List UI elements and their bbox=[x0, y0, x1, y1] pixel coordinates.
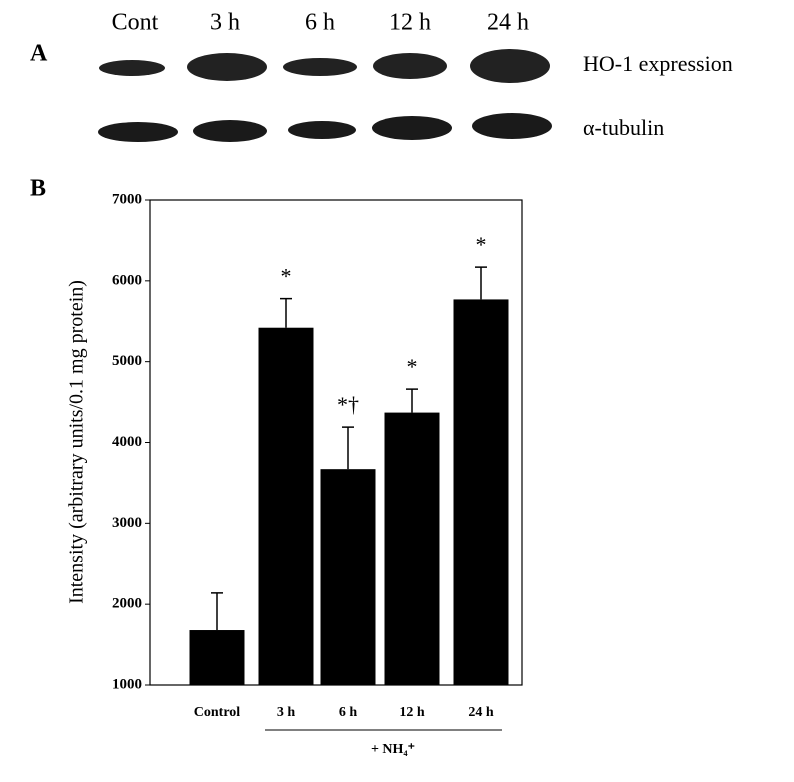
x-tick-label: 24 h bbox=[468, 705, 494, 720]
bar bbox=[384, 412, 440, 685]
panel-label: B bbox=[30, 176, 46, 202]
lane-label: 3 h bbox=[210, 10, 240, 36]
bar bbox=[258, 327, 314, 685]
bar bbox=[189, 630, 245, 685]
lane-label: 12 h bbox=[389, 10, 431, 36]
x-tick-label: 3 h bbox=[277, 705, 296, 720]
y-tick-label: 7000 bbox=[112, 191, 142, 207]
error-bar bbox=[406, 388, 418, 413]
lane-label: 6 h bbox=[305, 10, 335, 36]
error-bar bbox=[475, 266, 487, 300]
y-tick-label: 4000 bbox=[112, 434, 142, 450]
lane-label: Cont bbox=[112, 10, 159, 36]
significance-label: *† bbox=[337, 392, 359, 417]
significance-label: * bbox=[407, 354, 418, 379]
x-tick-label: 6 h bbox=[339, 705, 358, 720]
significance-label: * bbox=[281, 264, 292, 289]
y-tick-label: 6000 bbox=[112, 272, 142, 288]
bar bbox=[453, 299, 509, 685]
significance-label: * bbox=[476, 232, 487, 257]
group-label: + NH₄⁺ bbox=[371, 742, 415, 757]
y-tick-label: 5000 bbox=[112, 353, 142, 369]
x-tick-label: Control bbox=[194, 705, 241, 720]
y-tick-label: 1000 bbox=[112, 676, 142, 692]
y-tick-label: 2000 bbox=[112, 596, 142, 612]
error-bar bbox=[342, 426, 354, 470]
bar bbox=[320, 469, 376, 685]
row-label: HO-1 expression bbox=[583, 51, 733, 76]
panel-label: A bbox=[30, 41, 48, 67]
row-label: α-tubulin bbox=[583, 115, 664, 140]
blot-ho1 bbox=[99, 49, 550, 83]
lane-label: 24 h bbox=[487, 10, 529, 36]
x-tick-label: 12 h bbox=[399, 705, 425, 720]
error-bar bbox=[280, 297, 292, 328]
error-bar bbox=[211, 592, 223, 631]
y-tick-label: 3000 bbox=[112, 515, 142, 531]
y-axis-label: Intensity (arbitrary units/0.1 mg protei… bbox=[66, 280, 88, 604]
blot-tubulin bbox=[98, 113, 552, 142]
